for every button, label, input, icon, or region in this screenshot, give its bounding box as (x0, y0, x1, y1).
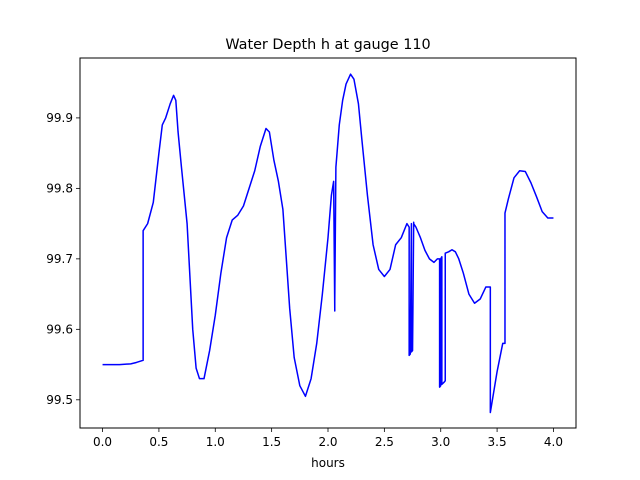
x-tick-label: 2.5 (375, 435, 394, 449)
x-tick-label: 2.0 (318, 435, 337, 449)
x-tick-label: 1.0 (206, 435, 225, 449)
series-line-0 (102, 73, 554, 414)
chart-title: Water Depth h at gauge 110 (225, 37, 430, 53)
y-tick-label: 99.7 (46, 252, 73, 266)
y-tick-label: 99.6 (46, 322, 73, 336)
y-axis-ticks: 99.5 99.6 99.7 99.8 99.9 (46, 111, 80, 407)
x-tick-label: 3.0 (431, 435, 450, 449)
x-tick-label: 3.5 (488, 435, 507, 449)
x-tick-label: 4.0 (544, 435, 563, 449)
series-layer (102, 73, 554, 414)
y-tick-label: 99.8 (46, 181, 73, 195)
y-tick-label: 99.5 (46, 393, 73, 407)
y-tick-label: 99.9 (46, 111, 73, 125)
x-tick-label: 1.5 (262, 435, 281, 449)
x-tick-label: 0.0 (93, 435, 112, 449)
x-axis-label: hours (311, 456, 345, 470)
x-axis-ticks: 0.0 0.5 1.0 1.5 2.0 2.5 3.0 3.5 4.0 (93, 428, 563, 449)
x-tick-label: 0.5 (149, 435, 168, 449)
